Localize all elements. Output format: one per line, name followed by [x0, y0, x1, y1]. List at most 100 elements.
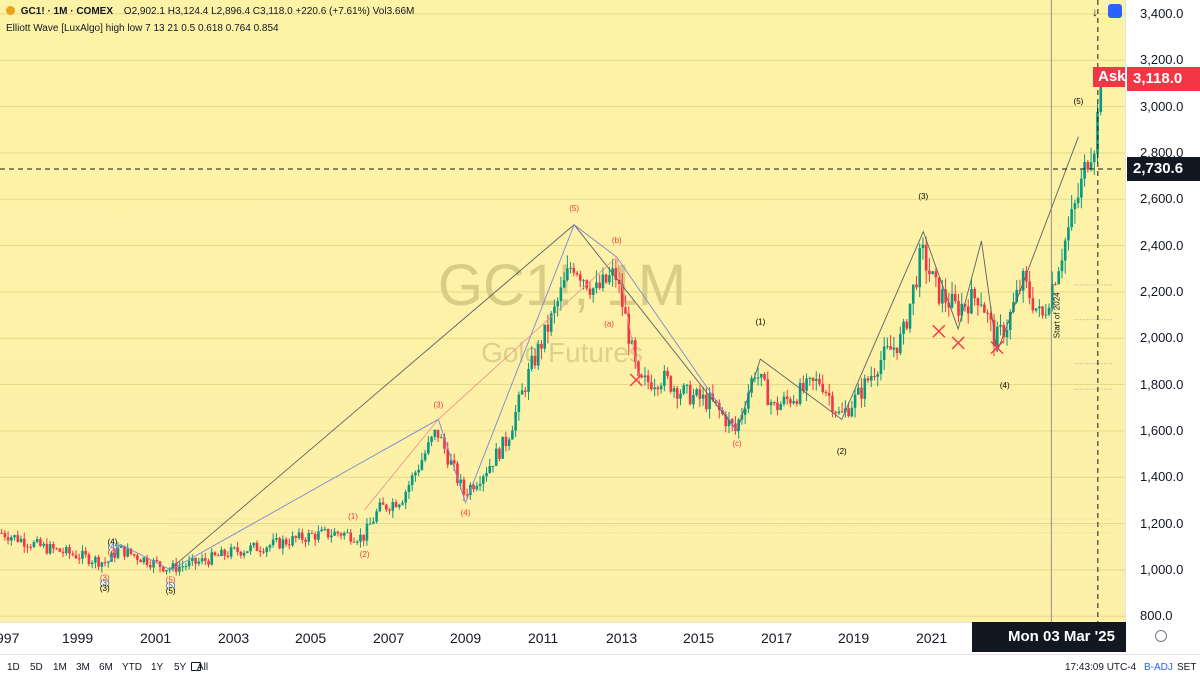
candle-body [258, 550, 262, 552]
range-button-1m[interactable]: 1M [53, 662, 67, 673]
wave-label: (2) [837, 447, 847, 456]
candle-body [569, 267, 572, 269]
candle-body [850, 407, 854, 417]
chart-area[interactable]: GC1!, 1M Gold Futures (4) (4) (4) (3) (3) (3) (5… [0, 0, 1125, 622]
candle-body [517, 394, 521, 412]
date-range-icon[interactable] [191, 662, 201, 671]
range-button-6m[interactable]: 6M [99, 662, 113, 673]
range-button-1y[interactable]: 1Y [151, 662, 164, 673]
candle-body [284, 539, 288, 545]
candle-body [701, 394, 705, 399]
candle-body [452, 460, 456, 464]
candle-body [1025, 271, 1028, 282]
candle-body [876, 374, 879, 377]
candle-body [595, 282, 598, 289]
candle-body [908, 303, 912, 329]
candle-body [90, 562, 94, 565]
price-tick-label: 1,400.0 [1140, 469, 1184, 485]
candle-body [979, 304, 983, 306]
time-tick-label: 2015 [683, 630, 715, 646]
candle-body [119, 545, 123, 548]
candle-body [996, 326, 999, 346]
price-tick-label: 1,000.0 [1140, 561, 1184, 577]
price-scale[interactable]: 3,400.0 3,200.0 3,000.0 2,800.0 2,600.0 2,400… [1125, 0, 1200, 623]
candle-body [588, 288, 592, 295]
candle-body [278, 538, 281, 549]
candle-body [611, 268, 614, 276]
range-button-1d[interactable]: 1D [7, 662, 20, 673]
candle-body [352, 541, 356, 543]
price-tick-label: 2,600.0 [1140, 191, 1184, 207]
candle-body [71, 553, 75, 555]
time-scale[interactable]: 997 1999 2001 2003 2005 2007 2009 2011 2013 2015 2… [0, 622, 1125, 655]
symbol-label[interactable]: GC1! · 1M · COMEX [20, 6, 114, 17]
candle-body [194, 557, 197, 564]
candle-body [614, 268, 618, 281]
candle-body [365, 523, 369, 541]
candle-body [656, 387, 660, 390]
candle-body [1057, 271, 1061, 285]
candle-body [540, 343, 543, 349]
candle-body [556, 301, 559, 307]
candle-body [831, 395, 834, 412]
crosshair-time-text: Mon 03 Mar '25 [1008, 628, 1115, 645]
candle-body [242, 552, 246, 556]
candle-body [941, 289, 944, 304]
candle-body [730, 419, 734, 424]
candle-body [1096, 111, 1099, 154]
candle-body [856, 387, 860, 395]
scroll-down-icon[interactable]: ↓ [1092, 5, 1098, 19]
candle-body [252, 542, 256, 546]
session-button[interactable]: SET [1177, 662, 1197, 673]
watermark-name: Gold Futures [481, 337, 643, 368]
candle-body [475, 485, 479, 490]
candle-body [937, 277, 941, 304]
price-tick-label: 3,200.0 [1140, 52, 1184, 68]
candle-body [191, 557, 194, 562]
candle-body [246, 551, 249, 553]
candle-body [553, 306, 556, 314]
candle-body [294, 536, 298, 539]
candle-body [142, 557, 146, 563]
axis-settings-icon[interactable] [1155, 630, 1167, 642]
candle-body [598, 282, 601, 289]
time-tick-label: 2013 [606, 630, 638, 646]
price-tick-label: 2,000.0 [1140, 330, 1184, 346]
candle-body [802, 382, 805, 391]
candle-body [763, 373, 766, 380]
time-tick-label: 2003 [218, 630, 250, 646]
time-tick-label: 2007 [373, 630, 405, 646]
candle-body [39, 539, 42, 546]
candle-body [582, 280, 585, 282]
candle-body [1063, 240, 1067, 261]
indicator-label[interactable]: Elliott Wave [LuxAlgo] high low 7 13 21 … [6, 23, 279, 34]
candle-body [889, 346, 892, 350]
range-button-3m[interactable]: 3M [76, 662, 90, 673]
wave-label: (4) [108, 537, 118, 546]
candle-body [782, 396, 786, 405]
candle-body [727, 419, 731, 427]
candle-body [239, 551, 243, 556]
candle-body [511, 430, 514, 440]
ohlc-values: O2,902.1 H3,124.4 L2,896.4 C3,118.0 +220… [123, 6, 415, 17]
range-button-ytd[interactable]: YTD [122, 662, 142, 673]
range-button-5d[interactable]: 5D [30, 662, 43, 673]
candle-body [1028, 281, 1031, 299]
candle-body [297, 532, 301, 539]
settings-toggle-icon[interactable] [1108, 4, 1122, 18]
range-button-5y[interactable]: 5Y [174, 662, 187, 673]
candle-body [84, 550, 87, 555]
adj-button[interactable]: B-ADJ [1144, 662, 1173, 673]
candle-body [404, 491, 408, 503]
candle-body [339, 533, 343, 536]
candle-body [333, 531, 336, 536]
ask-label: Ask [1093, 67, 1126, 88]
candle-body [498, 448, 501, 459]
candle-body [178, 566, 181, 572]
candle-body [423, 453, 427, 461]
candle-body [989, 313, 993, 320]
candle-body [659, 385, 663, 390]
range-button-all[interactable]: All [197, 662, 209, 673]
time-tick-label: 2019 [838, 630, 870, 646]
